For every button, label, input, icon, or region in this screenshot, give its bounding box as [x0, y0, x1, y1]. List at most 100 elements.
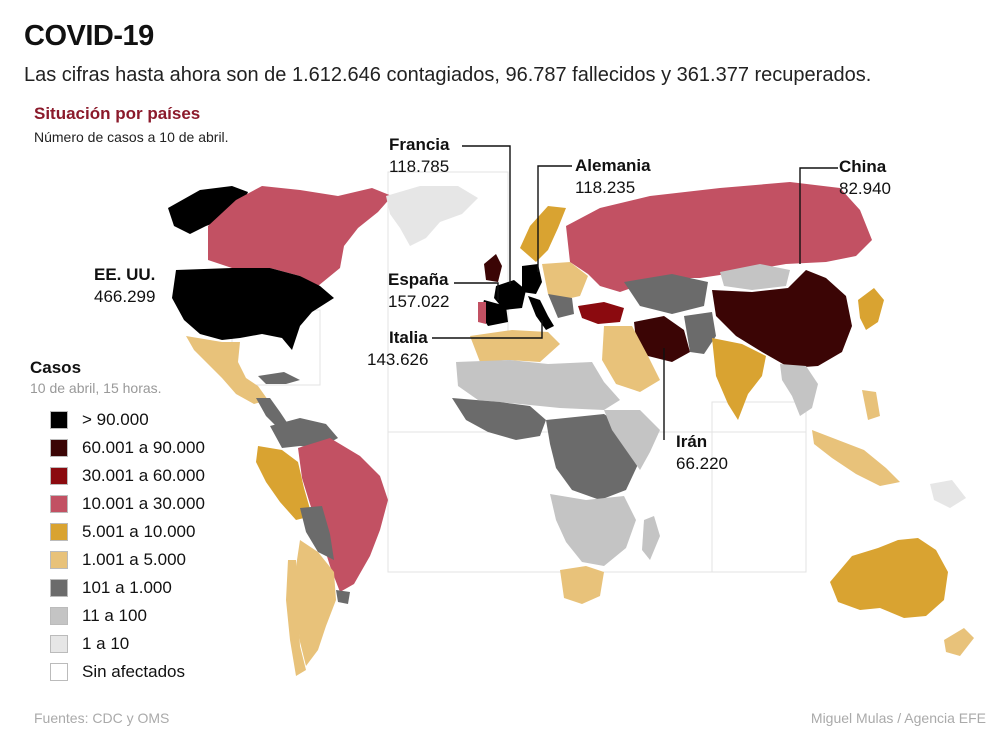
page-title: COVID-19 [24, 20, 154, 52]
map-legend: Casos 10 de abril, 15 horas. > 90.000 60.… [30, 358, 205, 686]
callout-alemania-value: 118.235 [575, 178, 636, 197]
legend-label: 1.001 a 5.000 [82, 550, 186, 569]
legend-swatch [50, 467, 68, 485]
legend-label: > 90.000 [82, 410, 149, 429]
country-canada [208, 186, 392, 286]
country-kazakhstan [624, 274, 708, 314]
country-eastern-europe [542, 262, 588, 300]
country-korea-japan [858, 288, 884, 330]
legend-swatch [50, 495, 68, 513]
callout-espana-value: 157.022 [388, 292, 450, 311]
country-india [712, 338, 766, 420]
country-png [930, 480, 966, 508]
legend-item: 11 a 100 [50, 602, 205, 630]
callout-alemania-name: Alemania [575, 156, 651, 175]
callout-espana-name: España [388, 270, 449, 289]
country-bolivia-paraguay [300, 506, 334, 560]
callout-eeuu: EE. UU. 466.299 [94, 264, 155, 308]
callout-italia: Italia 143.626 [367, 327, 428, 371]
country-west-africa [452, 398, 546, 440]
legend-swatch [50, 523, 68, 541]
country-alaska [168, 186, 248, 234]
country-france [494, 280, 526, 310]
callout-eeuu-name: EE. UU. [94, 265, 156, 284]
legend-item: 1 a 10 [50, 630, 205, 658]
callout-china-name: China [839, 157, 887, 176]
legend-item: Sin afectados [50, 658, 205, 686]
country-uruguay [336, 590, 350, 604]
country-southeast-asia [780, 364, 818, 416]
country-greenland [386, 186, 478, 246]
country-caribbean [258, 372, 300, 384]
callout-francia-name: Francia [389, 135, 450, 154]
legend-label: Sin afectados [82, 662, 186, 681]
callout-china-value: 82.940 [839, 179, 891, 198]
legend-label: 10.001 a 30.000 [82, 494, 205, 513]
country-ecuador-peru [256, 446, 312, 520]
country-iran [634, 316, 690, 362]
country-north-africa [470, 330, 560, 362]
legend-item: > 90.000 [50, 406, 205, 434]
country-madagascar [642, 516, 660, 560]
legend-item: 60.001 a 90.000 [50, 434, 205, 462]
callout-alemania: Alemania 118.235 [575, 155, 651, 199]
legend-item: 101 a 1.000 [50, 574, 205, 602]
callout-leaders [432, 145, 838, 440]
country-philippines [862, 390, 880, 420]
legend-item: 30.001 a 60.000 [50, 462, 205, 490]
country-colombia-venezuela [270, 418, 338, 448]
callout-eeuu-value: 466.299 [94, 287, 156, 306]
legend-item: 1.001 a 5.000 [50, 546, 205, 574]
legend-swatch [50, 663, 68, 681]
country-central-america [256, 398, 288, 426]
country-germany [522, 264, 542, 294]
country-afghanistan-pakistan [684, 312, 716, 354]
section-title: Situación por países [34, 104, 201, 123]
footer-sources: Fuentes: CDC y OMS [34, 710, 170, 726]
page-subtitle: Las cifras hasta ahora son de 1.612.646 … [24, 64, 872, 86]
callout-iran-name: Irán [676, 432, 708, 451]
legend-swatch [50, 411, 68, 429]
country-china [712, 270, 852, 368]
legend-label: 101 a 1.000 [82, 578, 172, 597]
legend-swatch [50, 439, 68, 457]
legend-label: 1 a 10 [82, 634, 130, 653]
country-australia [830, 538, 948, 618]
country-italy [528, 296, 554, 330]
country-east-africa [604, 410, 660, 470]
legend-item: 10.001 a 30.000 [50, 490, 205, 518]
country-chile [286, 560, 306, 676]
country-portugal [478, 302, 486, 324]
country-indonesia [812, 430, 900, 486]
callout-iran-value: 66.220 [676, 454, 728, 473]
country-balkans [548, 294, 574, 318]
country-mongolia [720, 264, 790, 290]
footer-credit: Miguel Mulas / Agencia EFE [810, 710, 986, 726]
country-sahara [456, 360, 620, 410]
callout-china: China 82.940 [839, 156, 891, 200]
legend-list: > 90.000 60.001 a 90.000 30.001 a 60.000 10… [50, 406, 205, 686]
country-russia [566, 182, 872, 292]
section-note: Número de casos a 10 de abril. [34, 129, 229, 145]
legend-label: 5.001 a 10.000 [82, 522, 196, 541]
callout-francia-value: 118.785 [389, 157, 450, 176]
country-usa [172, 268, 334, 350]
country-spain [480, 300, 508, 326]
country-new-zealand [944, 628, 974, 656]
callout-italia-value: 143.626 [367, 350, 429, 369]
country-argentina [294, 540, 336, 666]
legend-label: 60.001 a 90.000 [82, 438, 205, 457]
country-uk [484, 254, 502, 282]
country-south-africa [560, 566, 604, 604]
legend-item: 5.001 a 10.000 [50, 518, 205, 546]
legend-label: 30.001 a 60.000 [82, 466, 205, 485]
callout-espana: España 157.022 [388, 269, 449, 313]
callout-italia-name: Italia [389, 328, 428, 347]
country-middle-east [602, 326, 660, 392]
country-scandinavia [520, 206, 566, 262]
country-southern-africa [550, 494, 636, 566]
country-brazil [298, 438, 388, 592]
legend-swatch [50, 635, 68, 653]
legend-swatch [50, 551, 68, 569]
